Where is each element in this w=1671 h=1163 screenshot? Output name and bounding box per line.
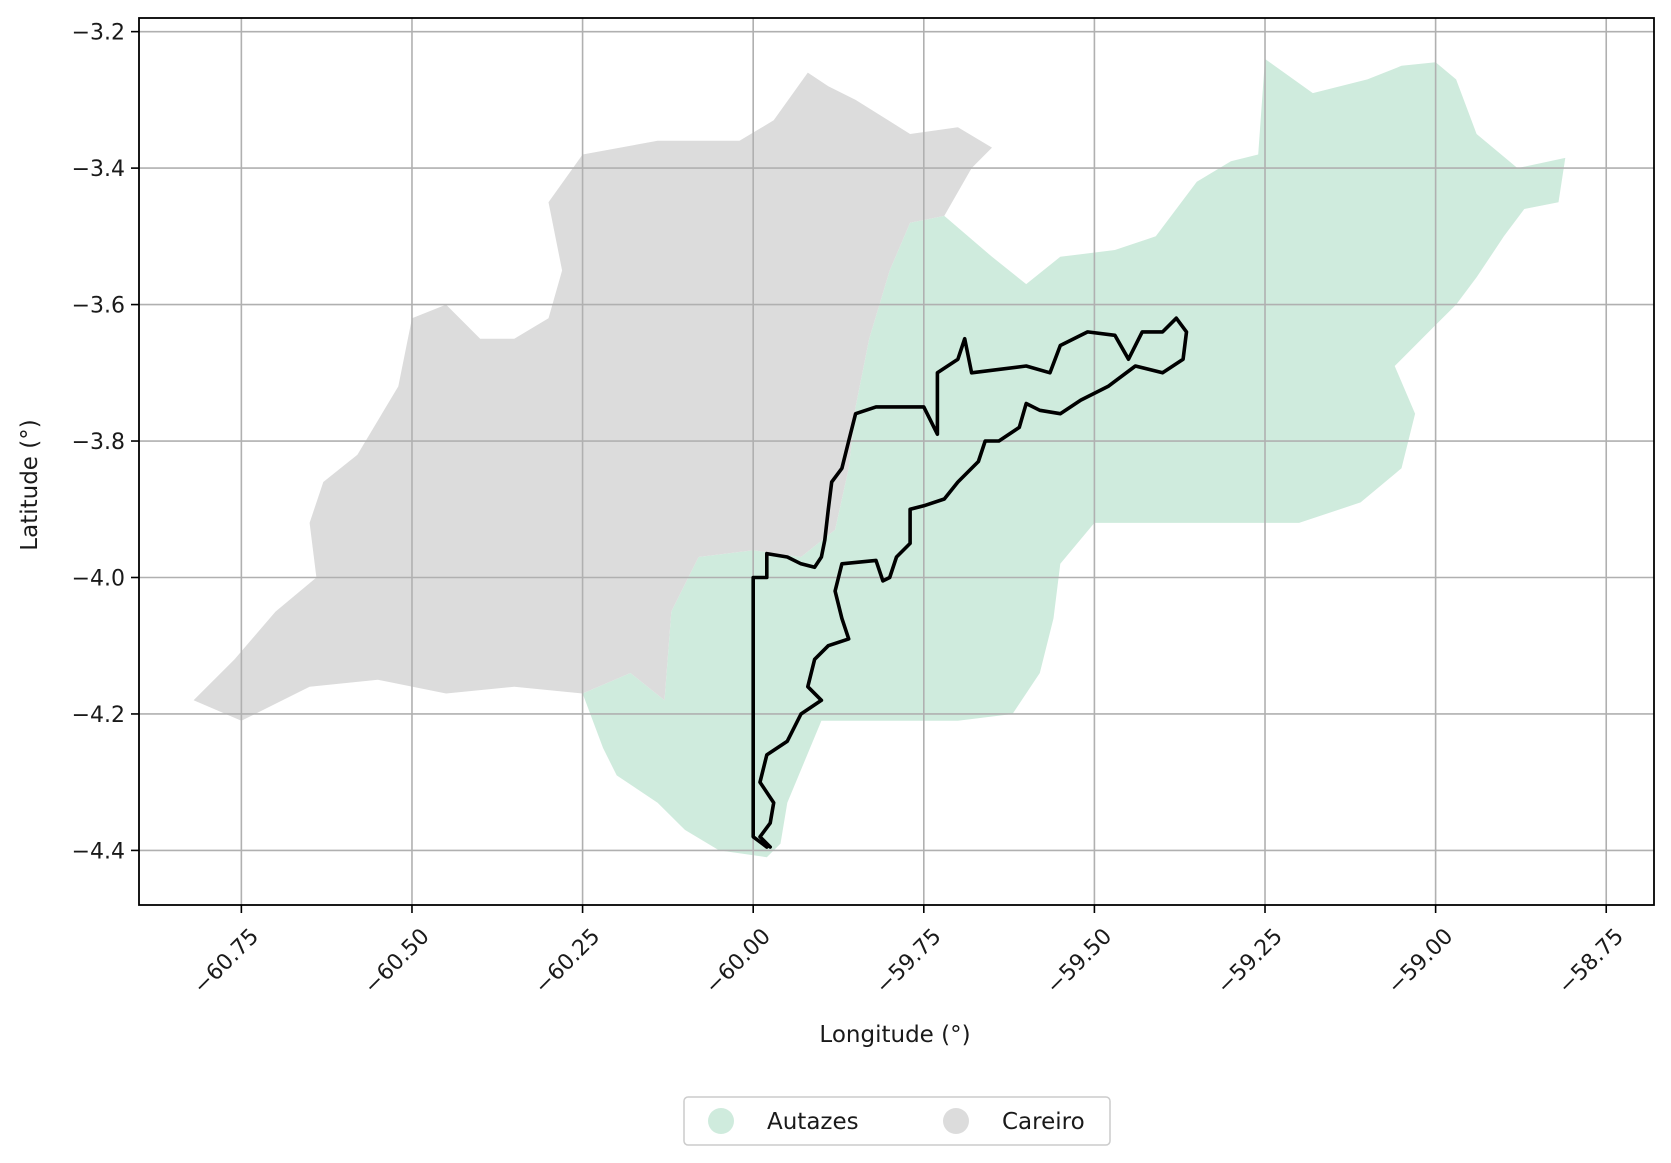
y-tick-label-5: −4.2 [72, 703, 125, 728]
y-tick-label-6: −4.4 [72, 839, 125, 864]
y-tick-label-4: −4.0 [72, 566, 125, 591]
boundary-line [751, 316, 1189, 849]
y-tick-label-3: −3.8 [72, 430, 125, 455]
boundary-layer [751, 316, 1189, 849]
x-axis-label: Longitude (°) [819, 1022, 970, 1048]
legend-swatch-autazes [708, 1108, 734, 1134]
axes-frame [138, 17, 1655, 906]
region-autazes [582, 58, 1566, 858]
legend: Autazes Careiro [683, 1096, 1111, 1146]
legend-swatch-careiro [943, 1108, 969, 1134]
y-axis-ticks: −3.2 −3.4 −3.6 −3.8 −4.0 −4.2 −4.4 [72, 21, 139, 864]
y-tick-label-2: −3.6 [72, 294, 125, 319]
y-tick-label-1: −3.4 [72, 157, 125, 182]
legend-label-careiro: Careiro [1002, 1109, 1085, 1135]
region-careiro [193, 72, 993, 721]
legend-box [683, 1096, 1111, 1146]
y-tick-label-0: −3.2 [72, 21, 125, 46]
plot-area [138, 17, 1655, 906]
y-axis-label: Latitude (°) [17, 419, 43, 550]
grid-lines [139, 18, 1654, 905]
legend-label-autazes: Autazes [767, 1109, 859, 1135]
map-regions [193, 58, 1566, 858]
